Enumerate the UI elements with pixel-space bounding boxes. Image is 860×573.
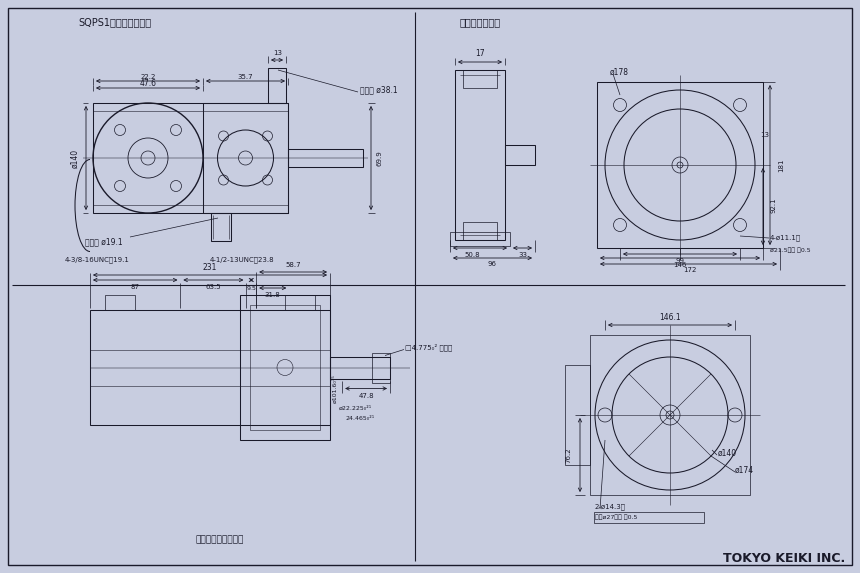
Bar bbox=[203, 103, 288, 213]
Bar bbox=[372, 352, 390, 383]
Text: 63.5: 63.5 bbox=[206, 284, 221, 290]
Text: 13: 13 bbox=[760, 132, 769, 138]
Text: （脚架安装型）: （脚架安装型） bbox=[460, 17, 501, 27]
Text: 96: 96 bbox=[488, 261, 496, 267]
Text: 22.2: 22.2 bbox=[140, 74, 156, 80]
Bar bbox=[594, 512, 704, 523]
Text: 47.8: 47.8 bbox=[359, 394, 374, 399]
Text: 17: 17 bbox=[476, 49, 485, 58]
Bar bbox=[268, 68, 286, 103]
Text: 47.6: 47.6 bbox=[139, 79, 157, 88]
Text: 注）图示为１型轴。: 注）图示为１型轴。 bbox=[196, 536, 244, 544]
Bar bbox=[93, 103, 288, 213]
Text: 排油口 ø19.1: 排油口 ø19.1 bbox=[85, 237, 123, 246]
Text: ø140: ø140 bbox=[718, 449, 737, 457]
Text: ø21.5沉孔 深0.5: ø21.5沉孔 深0.5 bbox=[770, 247, 811, 253]
Text: 35.7: 35.7 bbox=[237, 74, 254, 80]
Text: 181: 181 bbox=[778, 158, 784, 172]
Text: 4-1/2-13UNC深23.8: 4-1/2-13UNC深23.8 bbox=[210, 257, 274, 264]
Text: 58.7: 58.7 bbox=[286, 262, 301, 268]
Text: ø101.6₀³⁵: ø101.6₀³⁵ bbox=[333, 374, 338, 403]
Bar bbox=[455, 70, 505, 240]
Bar bbox=[250, 305, 320, 430]
Bar bbox=[590, 335, 750, 495]
Text: 87: 87 bbox=[130, 284, 139, 290]
Text: 50.8: 50.8 bbox=[464, 252, 480, 258]
Text: □4.775₀² 平行键: □4.775₀² 平行键 bbox=[405, 344, 452, 351]
Text: 24.465₀²¹: 24.465₀²¹ bbox=[346, 416, 375, 421]
Bar bbox=[285, 295, 315, 310]
Bar bbox=[565, 365, 590, 465]
Text: 2-ø14.3孔: 2-ø14.3孔 bbox=[595, 504, 626, 511]
Text: 146: 146 bbox=[673, 262, 686, 268]
Text: 99: 99 bbox=[675, 258, 685, 264]
Text: ø174: ø174 bbox=[735, 465, 754, 474]
Bar bbox=[240, 295, 330, 440]
Text: ø140: ø140 bbox=[71, 148, 79, 167]
Text: 69.9: 69.9 bbox=[377, 150, 383, 166]
Bar bbox=[105, 295, 135, 310]
Bar bbox=[211, 213, 231, 241]
Text: ø22.225₀²¹: ø22.225₀²¹ bbox=[338, 406, 372, 411]
Text: 4-3/8-16UNC深19.1: 4-3/8-16UNC深19.1 bbox=[65, 257, 130, 264]
Bar bbox=[463, 222, 497, 240]
Bar bbox=[330, 356, 390, 379]
Text: 13: 13 bbox=[273, 50, 282, 56]
Text: 4-ø11.1孔: 4-ø11.1孔 bbox=[770, 235, 802, 241]
Bar bbox=[93, 103, 203, 213]
Text: 92.1: 92.1 bbox=[770, 197, 776, 213]
Text: 146.1: 146.1 bbox=[659, 312, 681, 321]
Text: ø178: ø178 bbox=[610, 68, 629, 77]
Text: 31.8: 31.8 bbox=[265, 292, 280, 298]
Bar bbox=[597, 82, 763, 248]
Text: 吸油口 ø38.1: 吸油口 ø38.1 bbox=[360, 85, 397, 95]
Text: 33: 33 bbox=[519, 252, 527, 258]
Text: 231: 231 bbox=[203, 262, 218, 272]
Text: TOKYO KEIKI INC.: TOKYO KEIKI INC. bbox=[722, 551, 845, 564]
Text: 背面ø27沉孔 深0.5: 背面ø27沉孔 深0.5 bbox=[595, 514, 637, 520]
Bar bbox=[288, 149, 363, 167]
Bar bbox=[505, 145, 535, 165]
Bar bbox=[463, 70, 497, 88]
Bar bbox=[450, 232, 510, 246]
Text: SQPS1（法兰安装型）: SQPS1（法兰安装型） bbox=[78, 17, 151, 27]
Text: 9.5: 9.5 bbox=[246, 285, 256, 291]
Bar bbox=[90, 310, 330, 425]
Text: 172: 172 bbox=[684, 267, 697, 273]
Text: 76.2: 76.2 bbox=[565, 447, 571, 463]
